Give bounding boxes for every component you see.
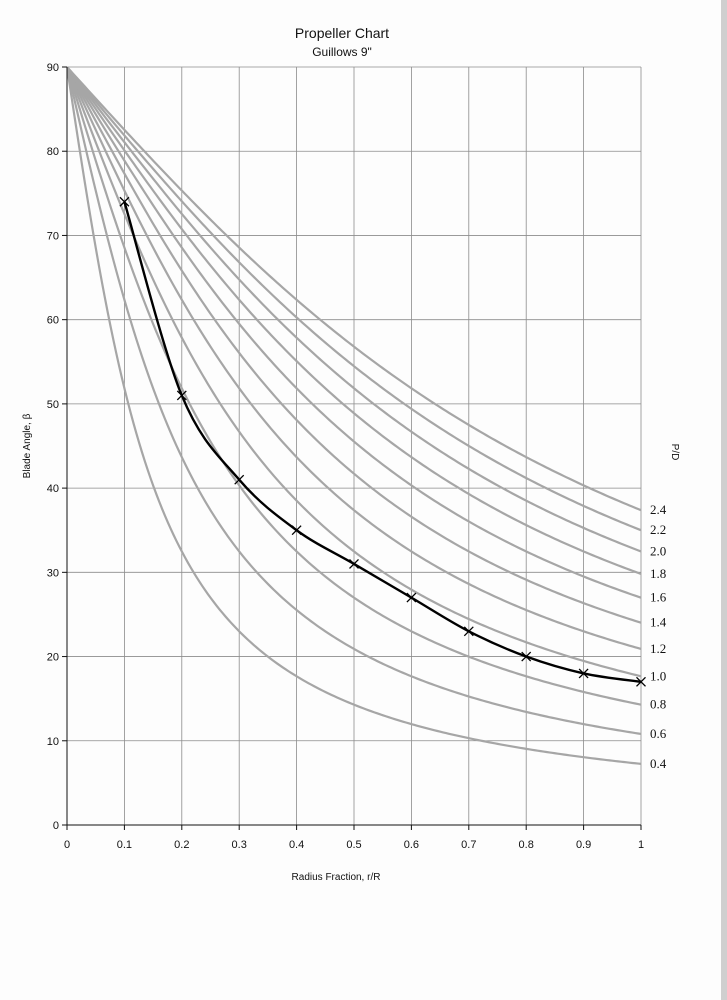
point-marker-stroke xyxy=(119,196,130,207)
pd-curve xyxy=(66,66,642,512)
pd-curve-label: 0.6 xyxy=(650,726,667,741)
pd-curve-label: 2.2 xyxy=(650,522,666,537)
x-tick-labels: 0 0.1 0.2 0.3 0.4 0.5 0.6 0.7 0.8 0.9 1 xyxy=(64,839,644,851)
y-tick-label: 10 xyxy=(47,736,59,748)
pd-curve xyxy=(66,66,642,532)
x-tick-label: 0.6 xyxy=(404,839,419,851)
pd-curve xyxy=(66,68,642,706)
pd-legend-title: P/D xyxy=(669,444,680,461)
pd-curve xyxy=(66,69,642,736)
y-tick-label: 70 xyxy=(47,230,59,242)
blade-angle-point xyxy=(119,196,130,207)
blade-angle-point xyxy=(463,626,474,637)
pd-curve-label: 0.4 xyxy=(650,756,667,771)
pd-curve xyxy=(66,70,642,765)
x-tick-label: 0.7 xyxy=(461,839,476,851)
chart-subtitle: Guillows 9" xyxy=(312,45,372,59)
pd-curve-label: 2.4 xyxy=(650,502,667,517)
point-marker-stroke xyxy=(349,558,359,569)
pd-curve xyxy=(66,67,642,575)
x-tick-label: 0.8 xyxy=(519,839,534,851)
x-tick-label: 0.4 xyxy=(289,839,304,851)
x-axis-label: Radius Fraction, r/R xyxy=(292,872,381,883)
x-tick-label: 0.3 xyxy=(232,839,247,851)
blade-angle-point xyxy=(234,474,245,485)
blade-angle-point xyxy=(636,676,646,687)
y-tick-label: 60 xyxy=(47,315,59,327)
point-marker-stroke xyxy=(406,592,417,603)
point-marker-stroke xyxy=(234,474,245,485)
pd-curve-label: 1.0 xyxy=(650,668,666,683)
y-tick-label: 90 xyxy=(47,62,59,74)
point-marker-stroke xyxy=(463,626,474,637)
pd-curve-label: 1.8 xyxy=(650,566,666,581)
pd-curve xyxy=(66,67,642,624)
y-tick-labels: 0 10 20 30 40 50 60 70 80 90 xyxy=(47,62,59,832)
y-tick-label: 30 xyxy=(47,567,59,579)
x-tick-label: 0.2 xyxy=(174,839,189,851)
y-tick-label: 50 xyxy=(47,399,59,411)
chart-title: Propeller Chart xyxy=(295,25,389,41)
x-tick-label: 0.1 xyxy=(117,839,132,851)
x-tick-label: 0.5 xyxy=(346,839,361,851)
blade-angle-point xyxy=(291,525,302,536)
pitch-curves xyxy=(66,66,642,765)
x-tick-label: 1 xyxy=(638,839,644,851)
blade-angle-point xyxy=(176,390,187,401)
pd-curve-label: 1.2 xyxy=(650,641,666,656)
blade-angle-point xyxy=(521,651,532,662)
y-tick-label: 80 xyxy=(47,146,59,158)
pd-curve xyxy=(66,67,642,553)
pd-curve-label: 2.0 xyxy=(650,543,666,558)
axes xyxy=(62,66,642,830)
scan-edge-shadow xyxy=(721,0,727,1000)
blade-angle-point xyxy=(349,558,359,569)
y-tick-label: 20 xyxy=(47,652,59,664)
blade-angle-point xyxy=(406,592,417,603)
x-tick-label: 0 xyxy=(64,839,70,851)
pd-curve-label: 1.4 xyxy=(650,615,667,630)
y-tick-label: 0 xyxy=(53,820,59,832)
pd-curve xyxy=(66,67,642,650)
point-marker-stroke xyxy=(291,525,302,536)
grid xyxy=(66,66,642,826)
point-marker-stroke xyxy=(636,676,646,687)
pd-curve xyxy=(66,68,642,678)
pd-curve-labels: 0.4 0.6 0.8 1.0 1.2 1.4 1.6 1.8 2.0 2.2 2.4 xyxy=(650,502,667,771)
blade-angle-point xyxy=(578,668,589,679)
pd-curve-label: 0.8 xyxy=(650,697,666,712)
y-tick-label: 40 xyxy=(47,483,59,495)
blade-angle-series xyxy=(119,196,646,687)
pd-curve xyxy=(66,67,642,599)
point-marker-stroke xyxy=(176,390,187,401)
point-marker-stroke xyxy=(578,668,589,679)
point-marker-stroke xyxy=(521,651,532,662)
y-axis-label: Blade Angle, β xyxy=(22,413,33,478)
x-tick-label: 0.9 xyxy=(576,839,591,851)
pd-curve-label: 1.6 xyxy=(650,590,667,605)
